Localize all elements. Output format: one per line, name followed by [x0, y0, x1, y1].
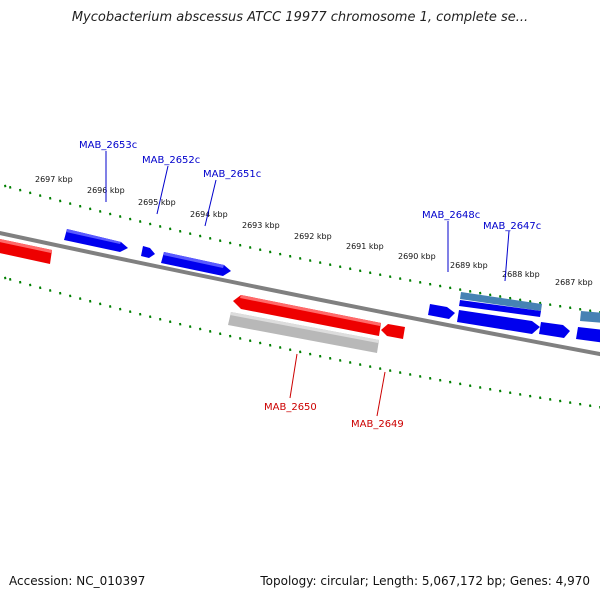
gene-reverse[interactable]	[240, 295, 381, 326]
gene-forward[interactable]	[459, 300, 541, 317]
map-title: Mycobacterium abscessus ATCC 19977 chrom…	[71, 10, 529, 25]
tick-label: 2693 kbp	[242, 221, 280, 230]
gene-rna[interactable]	[580, 311, 600, 323]
gene-label[interactable]: MAB_2649	[351, 419, 404, 430]
gene-reverse[interactable]	[0, 238, 52, 264]
gene-reverse[interactable]	[233, 295, 381, 336]
outer-tick-ring	[4, 184, 600, 314]
gene-forward[interactable]	[163, 252, 224, 268]
accession-text: Accession: NC_010397	[9, 574, 146, 588]
gene-rna[interactable]	[460, 292, 542, 311]
gene-labels: MAB_2653c MAB_2652c MAB_2651c MAB_2648c …	[79, 140, 541, 430]
gene-pseudo[interactable]	[230, 312, 379, 343]
gene-forward[interactable]	[576, 327, 600, 343]
gene-forward[interactable]	[66, 229, 121, 244]
tick-label: 2691 kbp	[346, 242, 384, 251]
gene-forward[interactable]	[539, 322, 570, 338]
tick-label: 2689 kbp	[450, 261, 488, 270]
inner-tick-ring	[4, 276, 600, 409]
tick-label: 2687 kbp	[555, 278, 593, 287]
gene-label[interactable]: MAB_2647c	[483, 221, 541, 232]
tick-label: 2692 kbp	[294, 232, 332, 241]
gene-forward[interactable]	[457, 310, 540, 334]
gene-label[interactable]: MAB_2648c	[422, 210, 480, 221]
tick-label: 2690 kbp	[398, 252, 436, 261]
label-leaders	[105, 151, 510, 417]
summary-text: Topology: circular; Length: 5,067,172 bp…	[260, 574, 590, 588]
tick-label: 2697 kbp	[35, 175, 73, 184]
tick-label: 2688 kbp	[502, 270, 540, 279]
tick-label: 2694 kbp	[190, 210, 228, 219]
gene-label[interactable]: MAB_2651c	[203, 169, 261, 180]
gene-forward[interactable]	[141, 246, 155, 258]
gene-forward[interactable]	[428, 304, 455, 319]
gene-label[interactable]: MAB_2652c	[142, 155, 200, 166]
tick-label: 2695 kbp	[138, 198, 176, 207]
gene-label[interactable]: MAB_2650	[264, 402, 317, 413]
gene-pseudo[interactable]	[228, 312, 379, 353]
reverse-genes	[0, 238, 405, 353]
chromosome-backbone	[0, 231, 600, 357]
gene-reverse[interactable]	[0, 238, 52, 253]
gene-label[interactable]: MAB_2653c	[79, 140, 137, 151]
forward-genes	[64, 229, 600, 343]
gene-reverse[interactable]	[381, 324, 405, 339]
